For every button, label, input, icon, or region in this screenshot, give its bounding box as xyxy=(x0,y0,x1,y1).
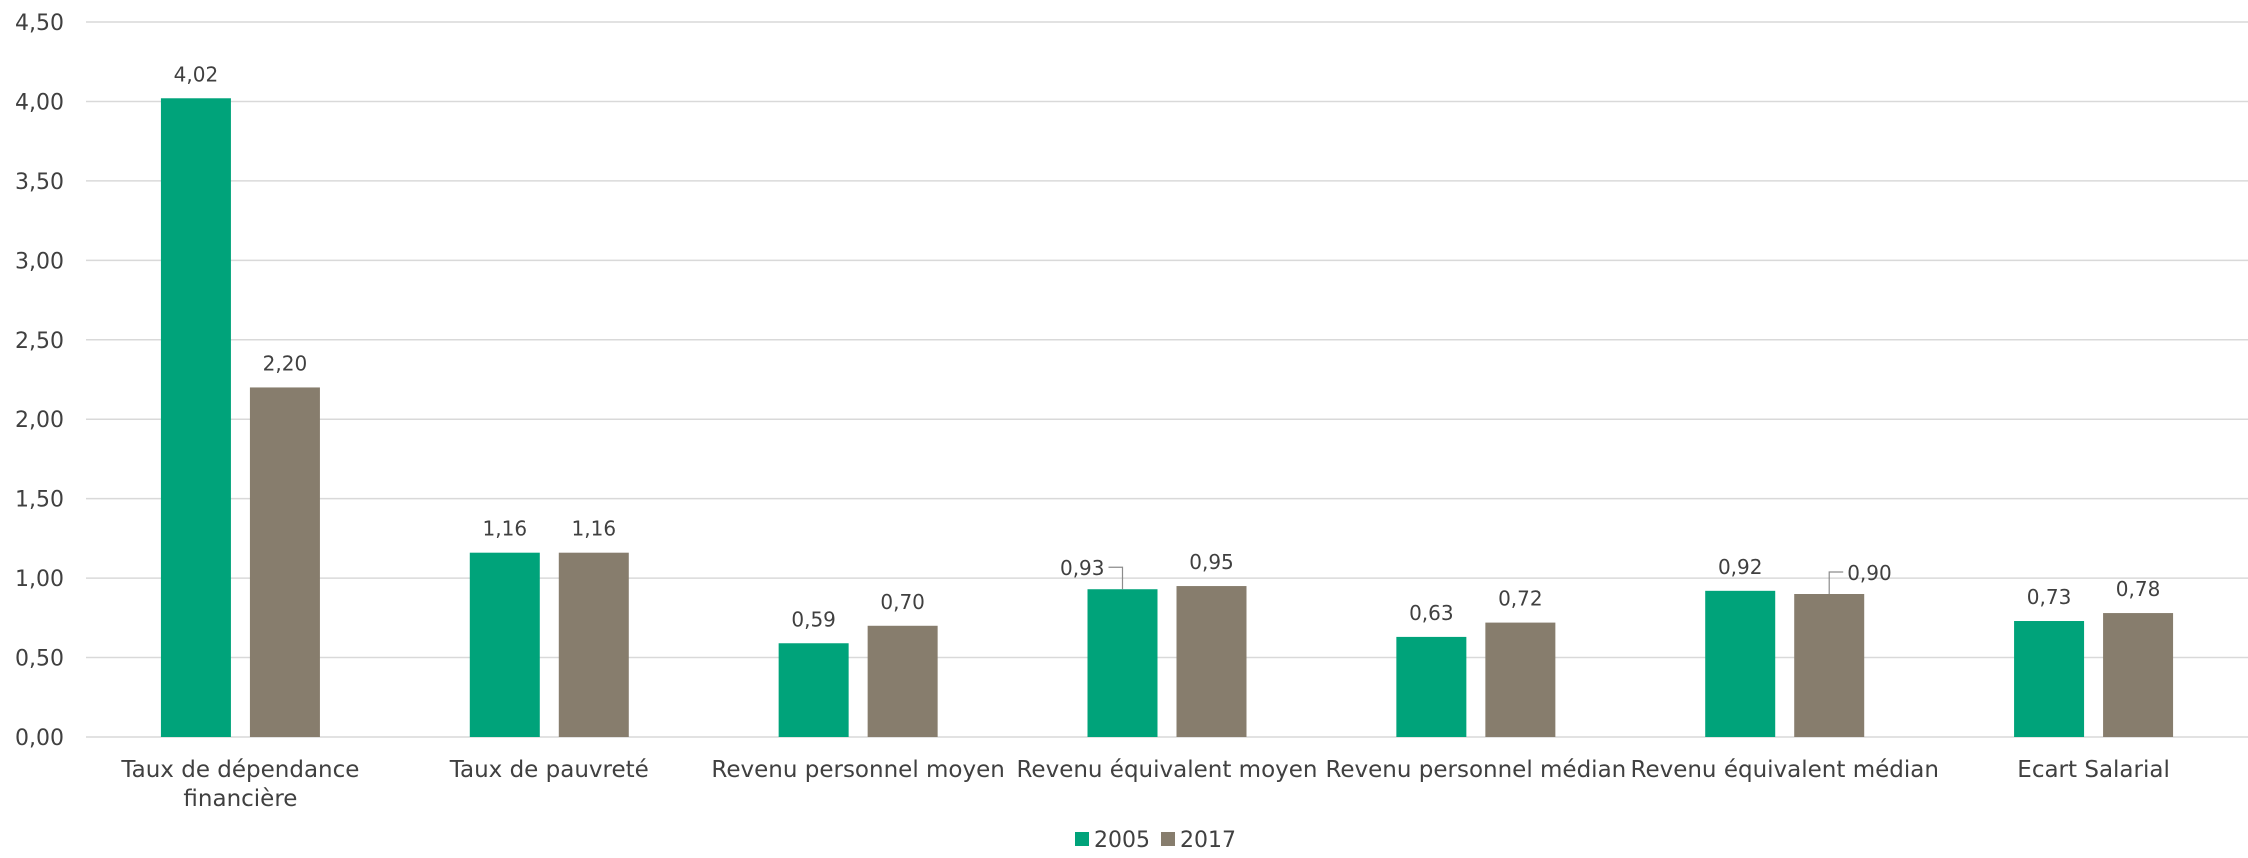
y-tick-label: 0,50 xyxy=(15,647,64,672)
data-label: 1,16 xyxy=(483,517,528,541)
legend: 2005 2017 xyxy=(1075,828,1236,853)
bar-2005-4 xyxy=(1396,636,1467,737)
y-tick-label: 0,00 xyxy=(15,726,64,751)
bar-2005-3 xyxy=(1087,589,1158,737)
y-tick-label: 4,50 xyxy=(15,11,64,36)
bar-2017-5 xyxy=(1794,594,1865,737)
bar-2017-0 xyxy=(249,387,320,737)
data-label: 0,90 xyxy=(1847,561,1892,585)
x-category-label: Revenu équivalent moyen xyxy=(1016,757,1317,783)
bar-2017-3 xyxy=(1176,586,1247,737)
data-label: 2,20 xyxy=(263,351,308,375)
data-label: 0,78 xyxy=(2116,577,2161,601)
data-label: 1,16 xyxy=(572,517,617,541)
x-category-label: financière xyxy=(183,786,297,812)
y-tick-label: 1,50 xyxy=(15,488,64,513)
bar-2017-2 xyxy=(867,625,938,737)
y-tick-label: 3,00 xyxy=(15,249,64,274)
y-tick-label: 3,50 xyxy=(15,170,64,195)
x-category-label: Revenu équivalent médian xyxy=(1631,757,1939,783)
data-label: 0,95 xyxy=(1189,550,1234,574)
bar-2005-6 xyxy=(2014,621,2085,737)
label-leader-line xyxy=(1828,571,1844,594)
data-label: 4,02 xyxy=(174,62,219,86)
bar-2017-6 xyxy=(2103,613,2174,737)
legend-swatch-2005 xyxy=(1075,832,1089,846)
data-label: 0,63 xyxy=(1409,601,1454,625)
data-label: 0,92 xyxy=(1718,555,1763,579)
gridlines xyxy=(86,21,2248,738)
data-label: 0,93 xyxy=(1060,556,1105,580)
bar-2005-1 xyxy=(469,552,540,737)
bar-2005-2 xyxy=(778,643,849,737)
label-leader-line xyxy=(1108,566,1124,590)
data-label: 0,70 xyxy=(880,590,925,614)
x-category-label: Revenu personnel médian xyxy=(1325,757,1626,783)
legend-label: 2005 xyxy=(1094,828,1150,853)
data-labels: 4,02 1,16 0,59 0,93 0,63 0,92 0,73 2,20 1,16 0,70… xyxy=(174,62,2161,631)
legend-swatch-2017 xyxy=(1161,832,1175,846)
x-axis: Taux de dépendance financière Taux de pauv… xyxy=(120,757,2169,812)
x-category-label: Taux de dépendance xyxy=(120,757,359,783)
x-category-label: Revenu personnel moyen xyxy=(711,757,1004,783)
y-tick-label: 2,50 xyxy=(15,329,64,354)
y-tick-label: 1,00 xyxy=(15,567,64,592)
y-axis: 0,00 0,50 1,00 1,50 2,00 2,50 3,00 3,50 4,00 4,50 xyxy=(15,11,64,751)
y-tick-label: 4,00 xyxy=(15,90,64,115)
x-category-label: Ecart Salarial xyxy=(2017,757,2170,783)
data-label: 0,72 xyxy=(1498,587,1543,611)
data-label: 0,59 xyxy=(791,607,836,631)
legend-label: 2017 xyxy=(1180,828,1236,853)
data-label: 0,73 xyxy=(2027,585,2072,609)
bar-2005-5 xyxy=(1705,590,1776,737)
bar-2005-0 xyxy=(160,98,231,738)
bar-2017-1 xyxy=(558,552,629,737)
bars xyxy=(160,98,2174,738)
x-category-label: Taux de pauvreté xyxy=(449,757,649,783)
y-tick-label: 2,00 xyxy=(15,408,64,433)
bar-2017-4 xyxy=(1485,622,1556,737)
